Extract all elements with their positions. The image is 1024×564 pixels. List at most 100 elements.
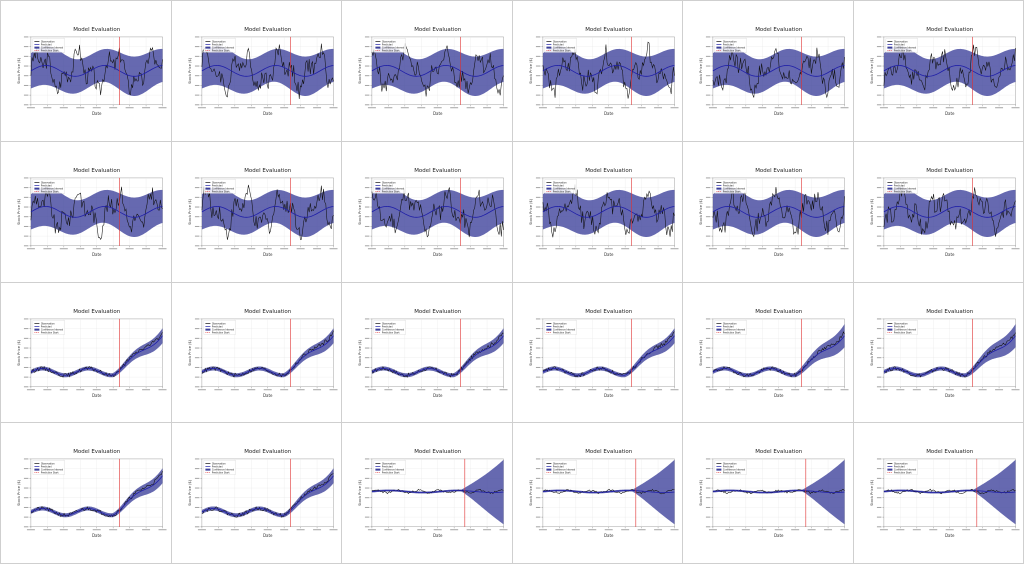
y-tick-label (23, 177, 29, 179)
legend-swatch (34, 468, 40, 471)
y-tick-label (364, 347, 370, 348)
confidence-band (30, 327, 163, 377)
y-tick-label (876, 225, 881, 227)
x-tick-label (994, 248, 1003, 249)
y-tick-label (705, 458, 711, 460)
y-tick-label (876, 55, 881, 57)
x-tick-label (587, 388, 596, 390)
x-tick-label (587, 248, 596, 249)
legend-entry: Confidence Interval (893, 187, 916, 190)
legend-box (203, 460, 236, 475)
x-axis-label: Date (944, 111, 954, 116)
legend-entry: Confidence Interval (723, 469, 746, 472)
y-tick-label (535, 458, 540, 460)
chart-cell-22: Model Evaluation Date Stock Price ($) Obser… (512, 423, 683, 564)
x-tick-label (367, 107, 376, 109)
x-tick-label (230, 107, 239, 109)
y-tick-label (535, 216, 540, 217)
y-tick-label (364, 478, 370, 480)
y-axis-label: Stock Price ($) (358, 198, 362, 225)
confidence-band (201, 327, 334, 377)
x-tick-label (76, 248, 85, 249)
x-tick-label (791, 529, 800, 531)
chart-cell-5: Model Evaluation Date Stock Price ($) Obser… (683, 1, 854, 142)
legend-entry: Prediction Start (382, 190, 400, 193)
confidence-band (30, 45, 163, 96)
y-tick-label (535, 487, 540, 489)
chart-svg: Model Evaluation Date Stock Price ($) Obser… (187, 308, 338, 397)
x-tick-label (1011, 107, 1020, 109)
x-tick-label (604, 248, 613, 249)
x-tick-label (653, 107, 662, 109)
chart-cell-23: Model Evaluation Date Stock Price ($) Obser… (683, 423, 854, 564)
y-tick-label (876, 235, 881, 237)
legend-swatch (716, 468, 722, 471)
x-tick-label (92, 529, 101, 531)
predicted-line (201, 65, 334, 77)
y-tick-label (194, 186, 199, 188)
x-tick-label (571, 107, 580, 109)
y-tick-label (876, 36, 881, 38)
x-tick-label (840, 107, 849, 109)
y-tick-label (876, 516, 881, 518)
y-tick-label (194, 36, 199, 38)
chart-title: Model Evaluation (244, 308, 291, 314)
y-tick-label (23, 468, 29, 470)
chart-cell-15: Model Evaluation Date Stock Price ($) Obser… (342, 282, 513, 424)
x-tick-label (758, 388, 767, 390)
predicted-line (712, 65, 845, 77)
observation-line (201, 473, 334, 518)
legend-box (714, 460, 747, 475)
confidence-band (30, 468, 163, 518)
x-axis-label: Date (944, 392, 954, 397)
y-tick-label (705, 507, 711, 509)
x-tick-label (279, 248, 288, 249)
x-tick-label (400, 388, 409, 390)
y-tick-label (535, 356, 540, 358)
x-tick-label (879, 107, 888, 109)
legend-entry: Confidence Interval (893, 469, 916, 472)
x-tick-label (197, 248, 206, 249)
y-tick-label (535, 317, 540, 319)
y-tick-label (876, 468, 881, 470)
x-tick-label (197, 388, 206, 390)
y-tick-label (364, 84, 370, 86)
legend-entry: Observation (723, 181, 737, 184)
y-tick-label (23, 366, 29, 368)
legend-entry: Predicted (893, 43, 904, 46)
chart-title: Model Evaluation (244, 168, 291, 174)
legend-swatch (34, 46, 40, 49)
y-tick-label (705, 94, 711, 96)
legend-entry: Observation (552, 463, 566, 466)
legend-entry: Confidence Interval (552, 469, 575, 472)
x-tick-label (43, 107, 52, 109)
x-tick-label (637, 107, 646, 109)
legend-swatch (34, 187, 40, 190)
x-axis-label: Date (92, 252, 102, 257)
y-tick-label (876, 104, 881, 106)
chart-title: Model Evaluation (585, 449, 632, 455)
y-tick-label (364, 196, 370, 198)
x-tick-label (125, 529, 134, 531)
legend-entry: Confidence Interval (211, 328, 234, 331)
predicted-line (542, 65, 675, 77)
y-tick-label (705, 84, 711, 86)
legend-entry: Observation (41, 181, 55, 184)
observation-line (542, 41, 675, 99)
x-tick-label (587, 529, 596, 531)
x-tick-label (400, 107, 409, 109)
chart-cell-9: Model Evaluation Date Stock Price ($) Obser… (342, 141, 513, 283)
chart-svg: Model Evaluation Date Stock Price ($) Obser… (869, 168, 1020, 257)
legend-entry: Confidence Interval (723, 187, 746, 190)
x-tick-label (912, 388, 921, 390)
legend-entry: Prediction Start (723, 50, 741, 53)
y-tick-label (876, 75, 881, 77)
x-tick-label (774, 388, 783, 390)
legend-entry: Confidence Interval (723, 328, 746, 331)
legend-entry: Prediction Start (552, 190, 570, 193)
observation-line (30, 471, 163, 518)
x-tick-label (466, 388, 475, 390)
